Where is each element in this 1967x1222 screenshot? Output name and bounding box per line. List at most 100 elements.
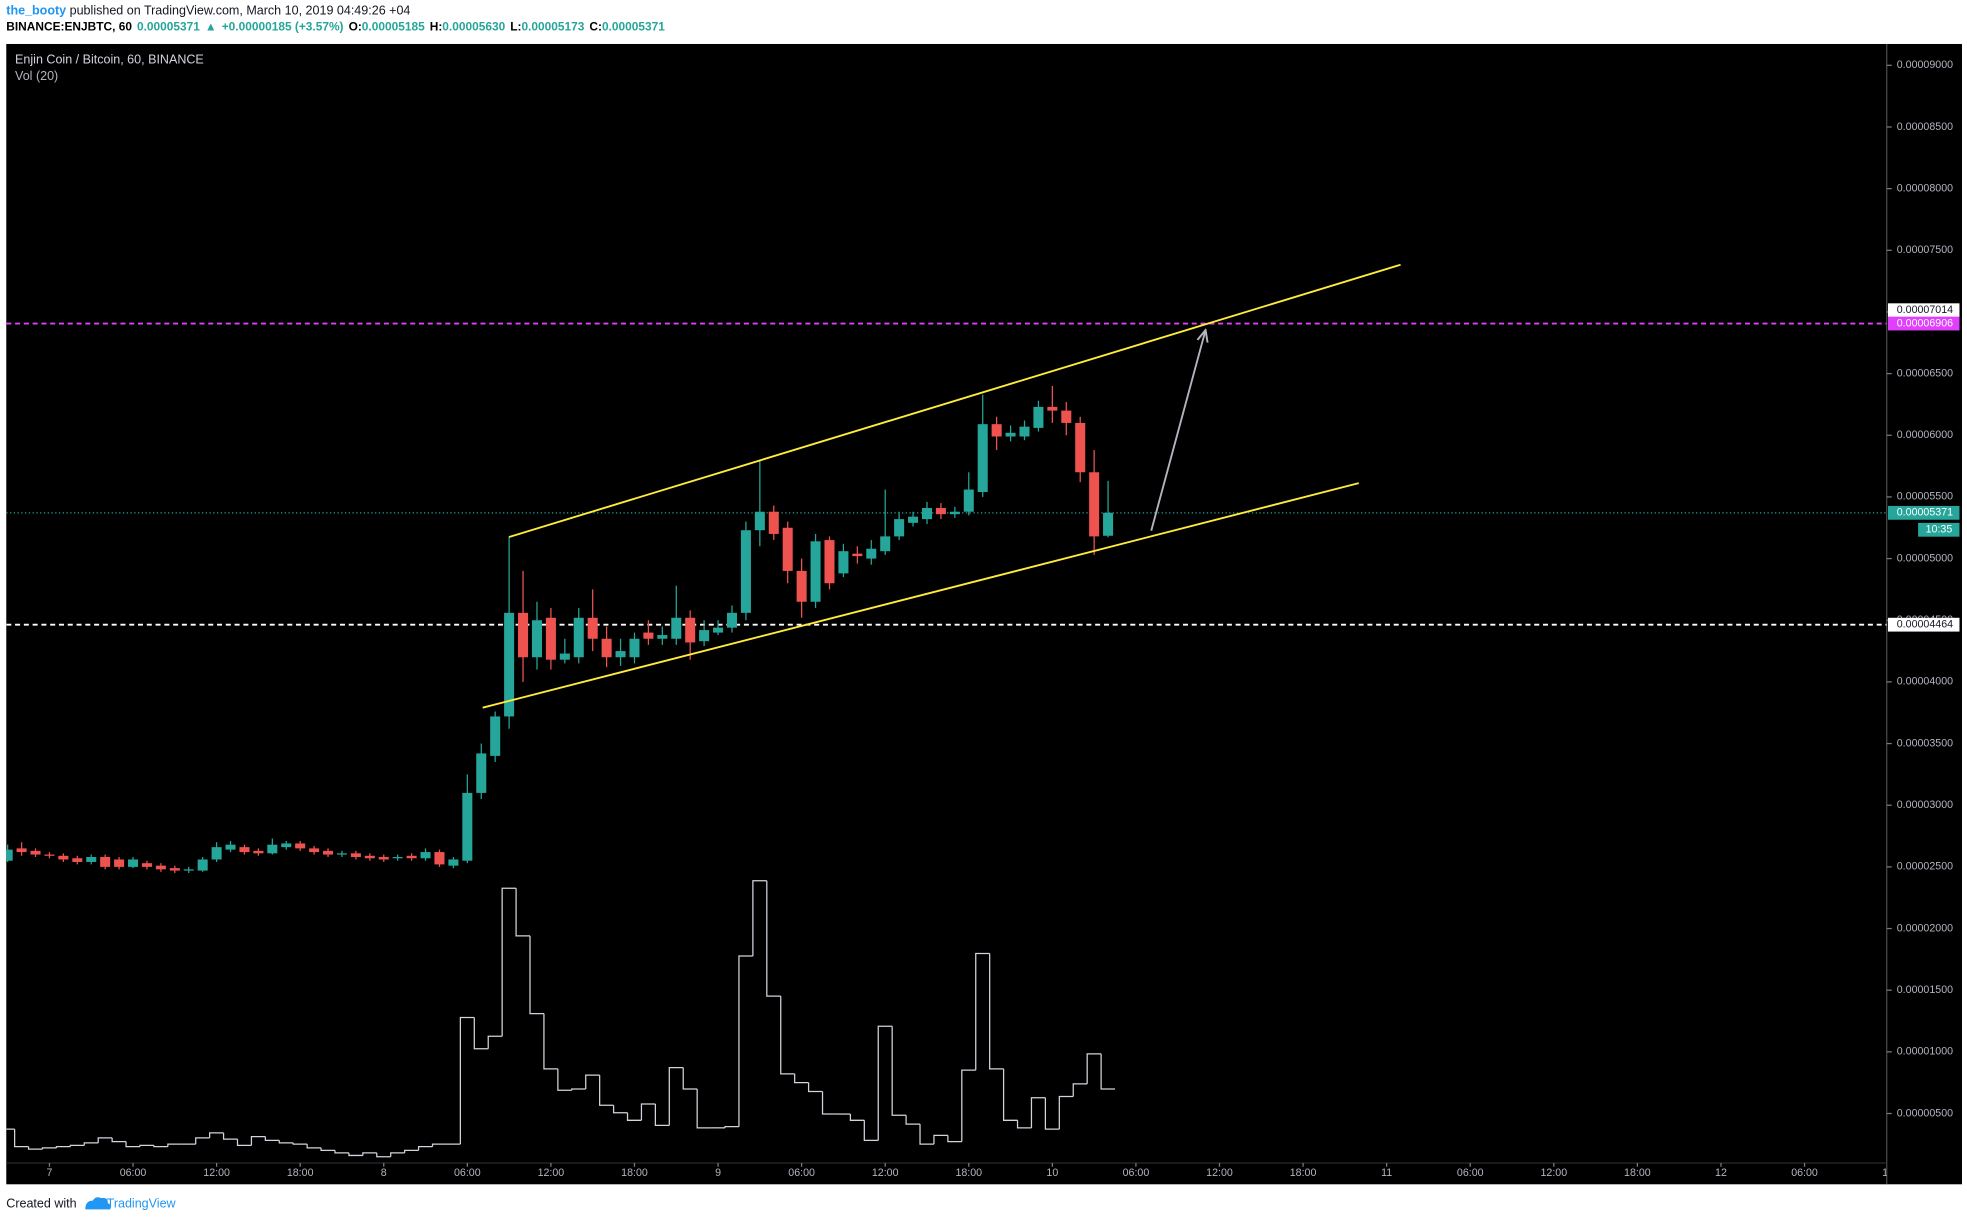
volume-step bbox=[599, 1075, 614, 1106]
x-tick-label: 12:00 bbox=[203, 1167, 230, 1179]
candle-body bbox=[169, 868, 180, 871]
candle-body bbox=[587, 617, 598, 639]
x-tick-label: 06:00 bbox=[1457, 1167, 1484, 1179]
x-tick-label: 12:00 bbox=[872, 1167, 899, 1179]
candle-body bbox=[699, 630, 710, 642]
y-tick-label: 0.00005500 bbox=[1897, 491, 1953, 503]
y-tick-label: 0.00004000 bbox=[1897, 676, 1953, 688]
x-tick-label: 12 bbox=[1882, 1167, 1894, 1179]
candle-body bbox=[406, 855, 417, 859]
volume-step bbox=[807, 1082, 823, 1093]
candle-body bbox=[894, 519, 905, 537]
candle-body bbox=[991, 424, 1002, 437]
candle-body bbox=[1061, 410, 1072, 423]
candle-body bbox=[16, 848, 27, 853]
volume-step bbox=[780, 996, 795, 1075]
countdown: 10:35 bbox=[1926, 524, 1953, 536]
candle-body bbox=[239, 847, 250, 853]
volume-step bbox=[543, 1013, 558, 1070]
x-tick-label: 06:00 bbox=[1791, 1167, 1818, 1179]
volume-step bbox=[696, 1088, 712, 1129]
footer-brand[interactable]: TradingView bbox=[107, 1197, 177, 1211]
volume-step bbox=[404, 1149, 419, 1153]
volume-step bbox=[264, 1136, 280, 1142]
candle-body bbox=[559, 653, 570, 660]
candle-body bbox=[100, 857, 111, 867]
volume-step bbox=[989, 953, 1004, 1070]
published: published on TradingView.com, March 10, … bbox=[66, 4, 410, 18]
candle-body bbox=[253, 850, 264, 854]
volume-step bbox=[69, 1144, 85, 1147]
volume-step bbox=[222, 1132, 238, 1140]
candle-body bbox=[629, 638, 640, 658]
candle-body bbox=[141, 863, 152, 867]
volume-step bbox=[682, 1067, 698, 1090]
candle-body bbox=[838, 551, 849, 574]
y-tick-label: 0.00001000 bbox=[1897, 1046, 1953, 1058]
volume-step bbox=[417, 1146, 433, 1151]
quote-part: 0.00005173 bbox=[521, 20, 584, 34]
level-label: 0.00007014 bbox=[1897, 304, 1953, 316]
chart-title: Enjin Coin / Bitcoin, 60, BINANCE bbox=[15, 53, 204, 67]
volume-step bbox=[849, 1114, 865, 1121]
y-tick-label: 0.00005000 bbox=[1897, 552, 1953, 564]
y-tick-label: 0.00008500 bbox=[1897, 121, 1953, 133]
volume-step bbox=[891, 1026, 907, 1116]
chart-panel bbox=[6, 43, 1962, 1185]
x-tick-label: 06:00 bbox=[454, 1167, 481, 1179]
x-tick-label: 7 bbox=[46, 1167, 52, 1179]
candle-body bbox=[128, 859, 139, 867]
volume-step bbox=[348, 1152, 363, 1157]
candle-body bbox=[866, 548, 877, 559]
volume-step bbox=[515, 888, 531, 937]
y-tick-label: 0.00001500 bbox=[1897, 984, 1953, 996]
countdown-box bbox=[1918, 522, 1960, 537]
volume-step bbox=[501, 887, 517, 1037]
quote-part: 0.00005371 bbox=[137, 20, 200, 34]
quote-part: 0.00005371 bbox=[602, 20, 665, 34]
x-tick-label: 18:00 bbox=[1624, 1167, 1651, 1179]
x-tick-label: 06:00 bbox=[788, 1167, 815, 1179]
volume-step bbox=[905, 1115, 921, 1125]
quote-part: 0.00005630 bbox=[442, 20, 505, 34]
candle-body bbox=[601, 638, 612, 658]
volume-step bbox=[1002, 1068, 1018, 1121]
volume-step bbox=[975, 952, 990, 1071]
volume-step bbox=[320, 1147, 336, 1152]
author[interactable]: the_booty bbox=[6, 4, 66, 18]
drawing-line bbox=[482, 482, 1360, 709]
volume-step bbox=[1058, 1095, 1074, 1130]
x-tick-label: 06:00 bbox=[120, 1167, 147, 1179]
quote-part: C: bbox=[589, 20, 602, 34]
candle-body bbox=[504, 612, 515, 717]
candle-body bbox=[782, 527, 793, 571]
volume-step bbox=[390, 1152, 405, 1157]
y-tick-label: 0.00006500 bbox=[1897, 367, 1953, 379]
volume-step bbox=[14, 1129, 29, 1148]
candle-body bbox=[545, 617, 556, 660]
candle-body bbox=[768, 511, 779, 534]
volume-step bbox=[83, 1142, 99, 1146]
volume-step bbox=[961, 1069, 976, 1142]
x-tick-label: 18:00 bbox=[621, 1167, 648, 1179]
volume-step bbox=[752, 880, 767, 956]
candle-body bbox=[281, 843, 292, 848]
drawing-arrow bbox=[1150, 330, 1205, 531]
volume-step bbox=[640, 1103, 656, 1121]
volume-step bbox=[250, 1135, 266, 1146]
header-line: the_booty published on TradingView.com, … bbox=[6, 4, 410, 18]
quote-part: ▲ bbox=[205, 20, 217, 34]
x-tick-label: 18:00 bbox=[287, 1167, 314, 1179]
volume-step bbox=[1044, 1097, 1060, 1130]
y-tick-label: 0.00006000 bbox=[1897, 429, 1953, 441]
candle-body bbox=[364, 855, 375, 859]
quote-part: O: bbox=[349, 20, 362, 34]
volume-step bbox=[139, 1144, 154, 1147]
y-tick-label: 0.00003000 bbox=[1897, 799, 1953, 811]
candle-body bbox=[44, 854, 55, 856]
level-label-box bbox=[1887, 303, 1960, 318]
volume-step bbox=[334, 1150, 349, 1154]
volume-step bbox=[292, 1142, 308, 1145]
